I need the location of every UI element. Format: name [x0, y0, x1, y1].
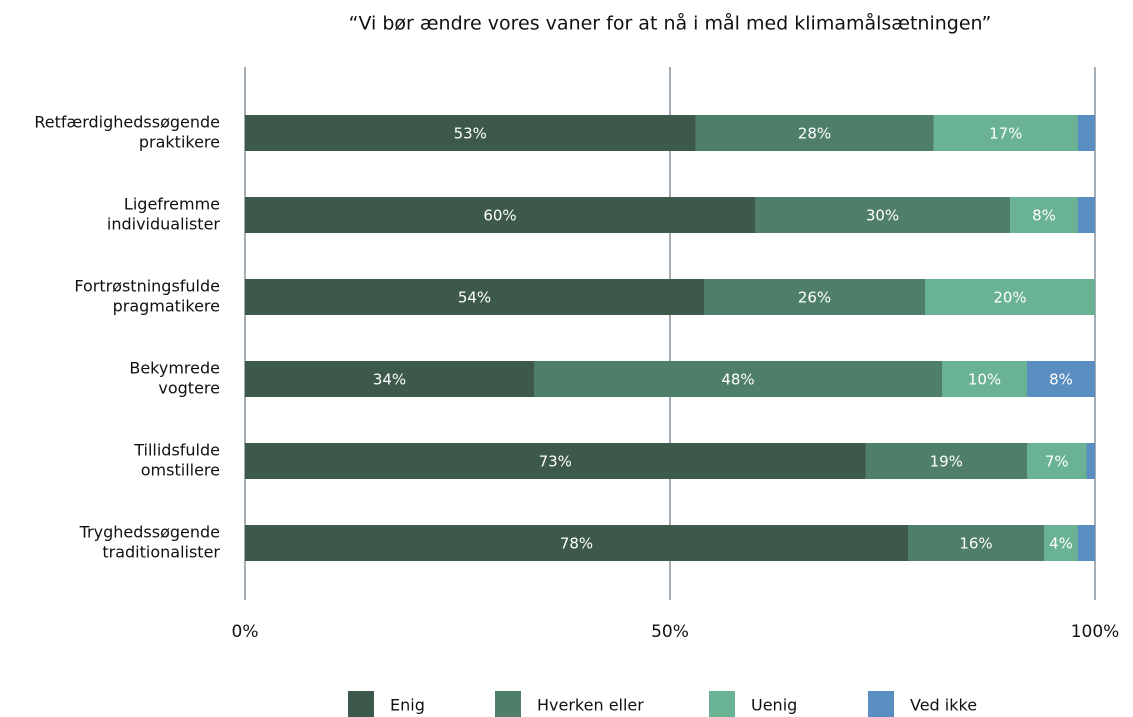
- data-label: 10%: [968, 371, 1001, 389]
- legend-swatch: [868, 691, 894, 717]
- data-label: 34%: [373, 371, 406, 389]
- data-label: 60%: [483, 207, 516, 225]
- data-label: 16%: [959, 535, 992, 553]
- data-label: 48%: [721, 371, 754, 389]
- y-tick-label: individualister: [107, 215, 221, 234]
- x-tick-label: 100%: [1071, 622, 1120, 642]
- data-label: 53%: [454, 125, 487, 143]
- bar-segment: [704, 279, 925, 315]
- bar-segment: [1078, 197, 1095, 233]
- bar-segment: [1027, 361, 1095, 397]
- bar-segment: [695, 115, 934, 151]
- bar-segment: [245, 197, 755, 233]
- bar-segment: [245, 115, 696, 151]
- data-label: 19%: [930, 453, 963, 471]
- bar-segment: [245, 361, 534, 397]
- y-tick-label: Retfærdighedssøgende: [34, 113, 220, 132]
- y-tick-label: praktikere: [139, 133, 220, 152]
- bar-segment: [1078, 115, 1095, 151]
- data-label: 8%: [1049, 371, 1073, 389]
- y-tick-label: Bekymrede: [129, 359, 220, 378]
- bar-segment: [245, 279, 704, 315]
- legend-label: Uenig: [751, 696, 797, 715]
- legend-swatch: [348, 691, 374, 717]
- bar-segment: [1027, 443, 1087, 479]
- bar-segment: [1044, 525, 1078, 561]
- bar-segment: [1010, 197, 1078, 233]
- bar-segment: [245, 443, 866, 479]
- data-label: 73%: [539, 453, 572, 471]
- data-label: 54%: [458, 289, 491, 307]
- y-tick-label: vogtere: [158, 379, 220, 398]
- bar-segment: [925, 279, 1095, 315]
- data-label: 4%: [1049, 535, 1073, 553]
- bar-segment: [1086, 443, 1095, 479]
- data-label: 17%: [989, 125, 1022, 143]
- y-tick-label: Tillidsfulde: [133, 441, 220, 460]
- data-label: 7%: [1045, 453, 1069, 471]
- legend-label: Hverken eller: [537, 696, 644, 715]
- data-label: 30%: [866, 207, 899, 225]
- y-tick-label: Fortrøstningsfulde: [74, 277, 220, 296]
- bar-segment: [755, 197, 1010, 233]
- bar-segment: [933, 115, 1078, 151]
- data-label: 78%: [560, 535, 593, 553]
- y-tick-label: traditionalister: [102, 543, 220, 562]
- x-tick-label: 0%: [232, 622, 259, 642]
- y-tick-label: Ligefremme: [124, 195, 220, 214]
- chart-title: “Vi bør ændre vores vaner for at nå i må…: [349, 12, 992, 35]
- x-tick-label: 50%: [651, 622, 689, 642]
- legend-swatch: [709, 691, 735, 717]
- bar-segment: [1078, 525, 1095, 561]
- bar-segment: [942, 361, 1027, 397]
- bar-segment: [865, 443, 1027, 479]
- legend-label: Enig: [390, 696, 425, 715]
- bar-segment: [245, 525, 908, 561]
- data-label: 20%: [993, 289, 1026, 307]
- legend-label: Ved ikke: [910, 696, 977, 715]
- data-label: 28%: [798, 125, 831, 143]
- legend-swatch: [495, 691, 521, 717]
- bar-segment: [534, 361, 942, 397]
- y-tick-label: Tryghedssøgende: [79, 523, 220, 542]
- data-label: 8%: [1032, 207, 1056, 225]
- data-label: 26%: [798, 289, 831, 307]
- y-tick-label: omstillere: [141, 461, 220, 480]
- bar-segment: [908, 525, 1044, 561]
- y-tick-label: pragmatikere: [113, 297, 220, 316]
